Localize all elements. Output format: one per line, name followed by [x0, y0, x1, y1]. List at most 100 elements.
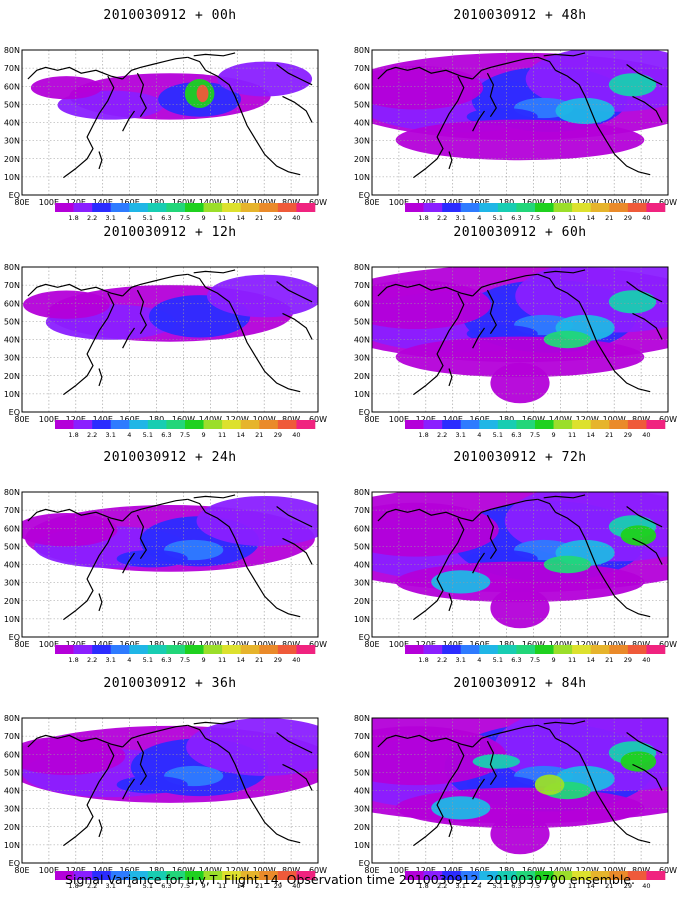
colorbar-label: 2.2	[87, 431, 97, 439]
colorbar-swatch	[572, 420, 592, 429]
colorbar-swatch	[55, 871, 74, 880]
colorbar-swatch	[55, 420, 74, 429]
colorbar-label: 21	[255, 214, 263, 222]
colorbar-label: 5.1	[493, 656, 503, 664]
colorbar-swatch	[646, 645, 666, 654]
colorbar-swatch	[92, 645, 112, 654]
map-panel: 2010030912 + 36h 80N 70N 60N 50N 40N 30N 20N 10N…	[0, 676, 340, 890]
colorbar-swatch	[627, 203, 647, 212]
lon-tick-label: 80W	[282, 866, 300, 875]
coastline	[187, 498, 206, 513]
lon-tick-label: 60W	[309, 866, 327, 875]
coastline	[555, 511, 651, 618]
colorbar-label: 9	[202, 431, 206, 439]
colorbar-swatch	[185, 203, 204, 212]
colorbar-label: 4	[127, 656, 131, 664]
lat-tick-label: 60N	[4, 299, 20, 308]
coastline	[122, 778, 135, 800]
coastline	[472, 56, 538, 80]
lon-tick-label: 120E	[66, 640, 86, 649]
colorbar-label: 40	[292, 882, 300, 890]
colorbar-label: 1.8	[68, 214, 78, 222]
colorbar-swatch	[553, 645, 573, 654]
lat-tick-label: EQ	[9, 408, 20, 417]
lon-tick-label: 140E	[443, 866, 463, 875]
coastline	[377, 283, 473, 297]
colorbar-label: 3.1	[106, 431, 116, 439]
lon-tick-label: 160W	[172, 415, 195, 424]
lon-tick-label: 80W	[632, 415, 650, 424]
lon-tick-label: 140W	[549, 640, 572, 649]
colorbar-swatch	[405, 203, 424, 212]
colorbar-label: 1.8	[418, 882, 428, 890]
coastline	[122, 552, 135, 574]
coastline	[136, 289, 147, 335]
lat-tick-label: 50N	[4, 542, 20, 551]
colorbar-label: 2.2	[87, 656, 97, 664]
lat-tick-label: 40N	[4, 119, 20, 128]
coastline	[27, 508, 123, 522]
lat-tick-label: 50N	[354, 768, 370, 777]
lat-tick-label: 50N	[4, 317, 20, 326]
colorbar-label: 5.1	[143, 882, 153, 890]
coastline	[448, 151, 453, 170]
lon-tick-label: 80E	[364, 198, 379, 207]
coastline	[486, 514, 497, 560]
coastline	[98, 151, 103, 170]
coastline	[63, 75, 115, 179]
coastline	[472, 778, 485, 800]
coastline	[122, 327, 135, 349]
lon-tick-label: 140E	[443, 198, 463, 207]
map-panel: 2010030912 + 72h 80N 70N 60N 50N 40N 30N 20N 10N…	[350, 450, 690, 664]
coastline	[122, 498, 188, 522]
colorbar-swatch	[110, 871, 130, 880]
lat-tick-label: 40N	[354, 119, 370, 128]
lon-tick-label: 160E	[119, 198, 139, 207]
colorbar-swatch	[166, 203, 186, 212]
colorbar-swatch	[296, 645, 316, 654]
colorbar-swatch	[129, 420, 149, 429]
colorbar-label: 7.5	[530, 882, 540, 890]
lon-tick-label: 100E	[39, 415, 59, 424]
colorbar: 1.8 2.2 3.1 4 5.1 6.3 7.5 9 11 14 21 29 40	[55, 420, 316, 439]
colorbar: 1.8 2.2 3.1 4 5.1 6.3 7.5 9 11 14 21 29 40	[405, 871, 666, 890]
colorbar-label: 7.5	[180, 882, 190, 890]
variance-contour	[543, 555, 592, 574]
coastline	[136, 514, 147, 560]
coastline	[632, 537, 663, 565]
lat-tick-label: 40N	[4, 336, 20, 345]
variance-contour	[23, 290, 110, 319]
lat-tick-label: 20N	[4, 155, 20, 164]
lon-tick-label: 160E	[469, 866, 489, 875]
lat-tick-label: 70N	[4, 506, 20, 515]
colorbar: 1.8 2.2 3.1 4 5.1 6.3 7.5 9 11 14 21 29 40	[55, 871, 316, 890]
lon-tick-label: 100W	[253, 866, 276, 875]
colorbar-swatch	[479, 203, 499, 212]
variance-contour	[30, 76, 102, 100]
colorbar-label: 7.5	[530, 214, 540, 222]
coastline	[205, 511, 301, 618]
lon-tick-label: 140E	[443, 640, 463, 649]
coastline	[187, 273, 206, 288]
variance-contour	[57, 90, 165, 120]
colorbar-label: 29	[624, 214, 632, 222]
lon-tick-label: 160W	[172, 640, 195, 649]
colorbar-label: 11	[568, 882, 576, 890]
lat-tick-label: 10N	[4, 390, 20, 399]
coastline	[377, 66, 473, 80]
lon-tick-label: 60W	[659, 640, 677, 649]
lat-tick-label: 40N	[4, 787, 20, 796]
lon-tick-label: 120E	[416, 866, 436, 875]
lon-tick-label: 80W	[632, 866, 650, 875]
colorbar-swatch	[590, 871, 610, 880]
colorbar-swatch	[535, 645, 554, 654]
colorbar-swatch	[423, 871, 443, 880]
lon-tick-label: 140E	[93, 640, 113, 649]
coastline	[486, 740, 497, 786]
colorbar-swatch	[423, 645, 443, 654]
lon-tick-label: 180	[499, 415, 514, 424]
colorbar-swatch	[553, 420, 573, 429]
lon-tick-label: 120E	[66, 415, 86, 424]
colorbar-swatch	[442, 645, 462, 654]
